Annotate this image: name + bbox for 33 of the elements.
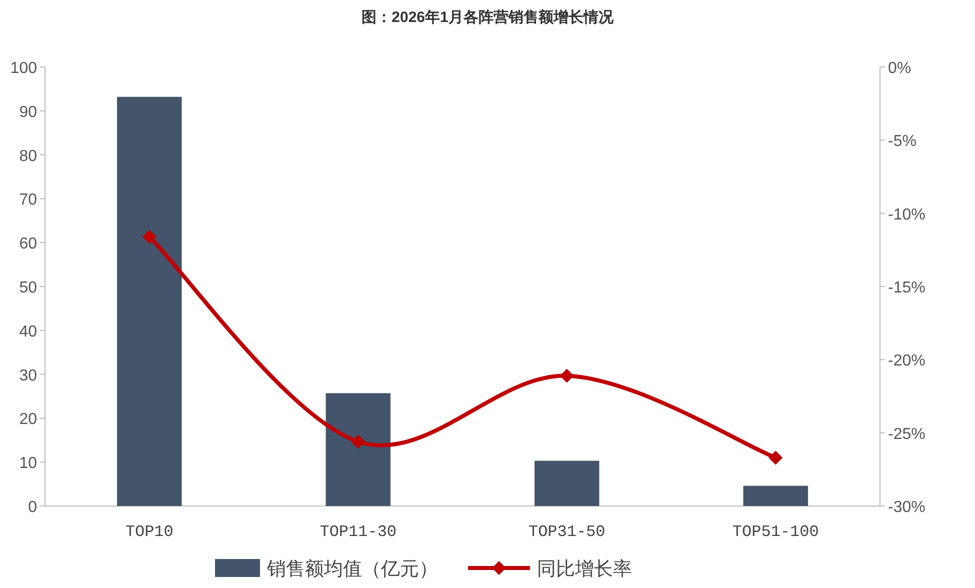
y-tick-label: 90 (19, 104, 38, 121)
y-tick-label: 70 (19, 192, 38, 209)
y-tick-label: 50 (19, 280, 38, 296)
x-tick-label: TOP51-100 (732, 523, 819, 541)
chart-title: 图：2026年1月各阵营销售额增长情况 (362, 8, 614, 26)
point (560, 368, 574, 383)
x-tick-label: TOP10 (125, 523, 174, 541)
legend-label: 销售额均值（亿元） (266, 558, 438, 580)
y2-tick-label: -10% (888, 206, 926, 224)
point (351, 434, 366, 449)
y-tick-label: 0 (28, 499, 38, 516)
point (142, 230, 156, 244)
y2-tick-label: -20% (888, 352, 926, 370)
y-tick-label: 80 (19, 148, 38, 165)
x-tick-label: TOP11-30 (320, 523, 397, 541)
y2-tick-label: -5% (888, 133, 916, 150)
y-tick-label: 40 (19, 323, 38, 340)
y-tick-label: 100 (10, 60, 38, 77)
y-tick-label: 60 (19, 236, 38, 253)
y-tick-label: 10 (19, 455, 38, 472)
point (768, 450, 783, 465)
y-tick-label: 30 (19, 367, 38, 384)
legend-label: 同比增长率 (537, 558, 632, 580)
bar (326, 393, 390, 506)
y2-tick-label: 0% (888, 60, 912, 77)
bar (534, 460, 600, 506)
y2-tick-label: -25% (888, 426, 926, 443)
bar (743, 486, 808, 506)
bar (117, 96, 182, 506)
x-tick-label: TOP31-50 (528, 523, 606, 541)
y2-tick-label: -30% (888, 499, 926, 516)
y-tick-label: 20 (19, 411, 38, 428)
y2-tick-label: -15% (888, 280, 926, 296)
